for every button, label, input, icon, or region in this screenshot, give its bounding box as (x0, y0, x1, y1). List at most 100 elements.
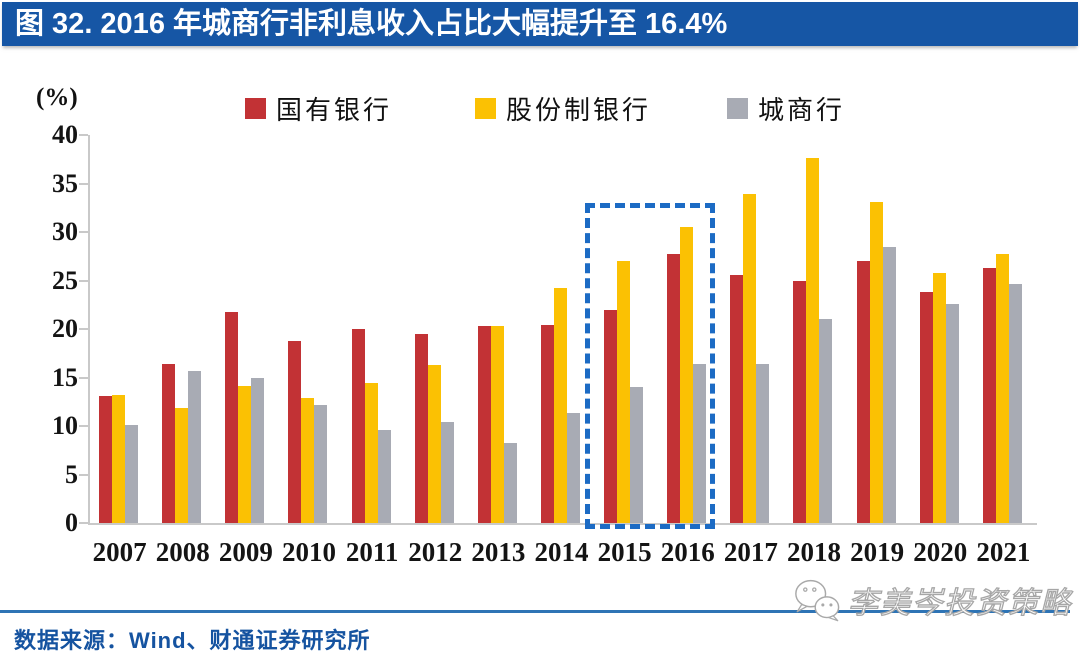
y-tick-label: 15 (52, 362, 78, 392)
y-tick (79, 328, 88, 330)
bar-城商行-2014 (566, 413, 580, 523)
bar-股份制银行-2007 (112, 394, 125, 523)
x-tick-label: 2019 (850, 537, 905, 567)
bar-股份制银行-2014 (553, 288, 567, 523)
bar-股份制银行-2019 (869, 201, 883, 523)
y-tick (79, 376, 88, 379)
legend-item-city-commercial-banks: 城商行 (727, 90, 845, 127)
x-tick-label: 2021 (976, 537, 1031, 567)
bar-城商行-2013 (503, 442, 517, 523)
x-tick-label: 2012 (408, 537, 463, 567)
bar-股份制银行-2015 (617, 261, 631, 523)
x-tick-label: 2017 (723, 537, 778, 567)
watermark: 李美岑投资策略 (790, 576, 1072, 624)
x-tick-label: 2014 (534, 537, 589, 567)
y-tick-label: 5 (65, 459, 78, 489)
y-tick (79, 279, 88, 282)
title-bar: 图 32. 2016 年城商行非利息收入占比大幅提升至 16.4% (2, 2, 1078, 46)
x-tick-label: 2013 (471, 537, 526, 567)
legend-label-city-commercial: 城商行 (758, 96, 846, 126)
legend-swatch-city-commercial (727, 98, 748, 119)
bar-国有银行-2011 (351, 329, 365, 523)
y-tick-label: 25 (52, 265, 78, 295)
bar-城商行-2015 (630, 387, 644, 523)
legend-item-state-owned-banks: 国有银行 (245, 90, 392, 127)
watermark-text: 李美岑投资策略 (847, 585, 1072, 621)
y-tick-label: 0 (65, 508, 78, 537)
bar-国有银行-2014 (540, 325, 554, 523)
y-axis-ticks (79, 134, 1037, 524)
plot-area (79, 134, 1037, 529)
bar-股份制银行-2020 (932, 272, 946, 523)
bar-股份制银行-2008 (175, 407, 189, 523)
x-tick-label: 2020 (913, 537, 968, 567)
y-axis-labels: 0 5 10 15 20 25 30 35 40 (18, 121, 78, 537)
x-tick-label: 2016 (660, 537, 715, 567)
bar-国有银行-2015 (604, 309, 618, 523)
bars-layer (90, 135, 1037, 523)
bar-股份制银行-2011 (364, 383, 378, 523)
bar-城商行-2012 (440, 422, 454, 523)
bar-国有银行-2013 (477, 326, 491, 523)
y-axis-unit-label: (%) (36, 84, 78, 111)
legend-label-joint-stock: 股份制银行 (506, 96, 652, 126)
bar-股份制银行-2016 (680, 227, 694, 523)
bar-城商行-2017 (756, 363, 770, 523)
y-tick (79, 231, 88, 233)
data-source-note: 数据来源：Wind、财通证券研究所 (14, 628, 371, 653)
bar-国有银行-2016 (667, 254, 681, 523)
legend-item-joint-stock-banks: 股份制银行 (475, 90, 651, 127)
bar-城商行-2008 (188, 370, 202, 523)
bar-国有银行-2019 (856, 261, 870, 523)
x-tick-label: 2018 (787, 537, 842, 567)
x-tick-label: 2007 (92, 537, 147, 567)
bar-国有银行-2018 (793, 281, 807, 523)
bar-国有银行-2009 (225, 311, 239, 523)
bar-城商行-2018 (819, 319, 833, 523)
bar-股份制银行-2013 (490, 326, 504, 523)
y-tick (79, 425, 88, 427)
x-axis-labels: 2007 2008 2009 2010 2011 2012 2013 2014 2015 2016… (88, 537, 1035, 569)
bar-国有银行-2007 (99, 395, 112, 523)
bar-城商行-2021 (1008, 284, 1022, 523)
legend: 国有银行 股份制银行 城商行 (0, 90, 1080, 126)
x-tick-label: 2015 (597, 537, 652, 567)
bar-城商行-2011 (377, 429, 391, 523)
bar-国有银行-2020 (919, 292, 933, 523)
legend-swatch-joint-stock (475, 98, 496, 119)
bar-城商行-2007 (125, 425, 138, 523)
y-tick-label: 40 (52, 120, 78, 149)
bar-国有银行-2021 (982, 267, 996, 523)
bar-城商行-2020 (945, 303, 959, 523)
bar-国有银行-2008 (162, 363, 176, 523)
highlight-box (585, 202, 716, 529)
y-tick-label: 30 (52, 217, 78, 246)
divider-line (0, 610, 1070, 613)
figure-title: 图 32. 2016 年城商行非利息收入占比大幅提升至 16.4% (15, 8, 728, 40)
x-tick-label: 2008 (155, 537, 210, 567)
y-tick-label: 10 (52, 411, 78, 440)
bar-股份制银行-2017 (743, 194, 757, 523)
y-tick-label: 35 (52, 168, 78, 198)
x-tick-label: 2010 (281, 537, 336, 567)
wechat-icon (795, 579, 840, 622)
y-tick-label: 20 (52, 314, 78, 343)
bar-城商行-2009 (251, 377, 265, 523)
y-tick (79, 134, 88, 136)
bar-国有银行-2010 (288, 340, 302, 523)
bar-国有银行-2017 (730, 274, 744, 523)
bar-股份制银行-2009 (238, 386, 252, 523)
bar-股份制银行-2012 (427, 364, 441, 523)
y-tick (79, 473, 88, 476)
x-tick-label: 2011 (345, 537, 399, 567)
bar-股份制银行-2018 (806, 158, 820, 523)
bar-城商行-2010 (314, 404, 328, 523)
y-tick (79, 182, 88, 185)
bar-股份制银行-2010 (301, 397, 315, 523)
legend-label-state-owned: 国有银行 (276, 96, 393, 126)
bar-城商行-2019 (882, 246, 896, 523)
legend-swatch-state-owned (245, 98, 266, 119)
y-tick (79, 522, 88, 524)
x-tick-label: 2009 (218, 537, 273, 567)
